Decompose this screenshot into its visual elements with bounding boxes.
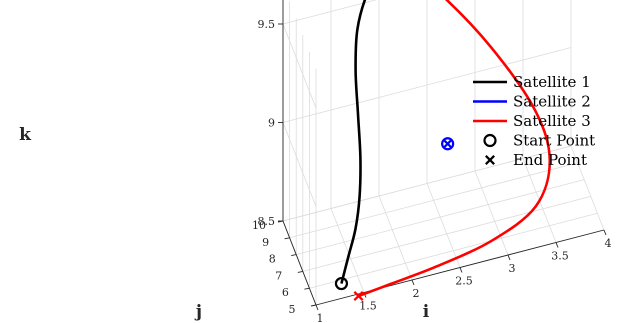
legend-label: Satellite 3 <box>513 112 591 130</box>
grid-line <box>474 170 509 256</box>
legend-item: Satellite 3 <box>473 112 591 130</box>
x-tick-label: 3 <box>509 262 516 275</box>
legend-item: End Point <box>485 151 587 169</box>
y-tick-label: 7 <box>275 269 282 282</box>
axis-labels: i j k <box>19 125 430 322</box>
legend-label: Satellite 2 <box>513 93 591 111</box>
y-tick-label: 10 <box>252 219 266 232</box>
legend-label: End Point <box>513 151 587 169</box>
grid-line <box>330 208 365 293</box>
x-axis-label: i <box>423 302 430 322</box>
y-axis-label: j <box>194 302 202 322</box>
x-tick-label: 2.5 <box>455 275 473 288</box>
series-line-3 <box>358 0 552 298</box>
grid-line <box>289 162 578 239</box>
y-tick-mark <box>291 254 297 257</box>
legend-label: Satellite 1 <box>513 73 591 91</box>
start-point-marker-2 <box>441 137 455 151</box>
x-tick-label: 2 <box>413 287 420 300</box>
y-axis-line <box>282 220 317 306</box>
y-tick-label: 8 <box>269 253 276 266</box>
legend-label: Start Point <box>513 132 595 150</box>
x-tick-mark <box>603 229 607 236</box>
grid-line <box>570 145 605 231</box>
y-tick-label: 6 <box>282 286 289 299</box>
grid-line <box>426 183 461 268</box>
x-tick-label: 3.5 <box>551 250 569 263</box>
grid-line <box>378 195 413 281</box>
grid-line <box>282 23 317 109</box>
y-tick-mark <box>284 237 290 240</box>
z-tick-label: 9 <box>268 117 275 130</box>
x-tick-mark <box>315 304 319 311</box>
x-tick-mark <box>555 242 559 248</box>
series-line-1 <box>340 0 367 284</box>
x-tick-mark <box>411 279 415 286</box>
end-point-marker-2 <box>442 138 453 149</box>
grid-line <box>302 196 591 272</box>
series <box>334 0 552 301</box>
legend-item: Start Point <box>483 132 595 150</box>
legend-item: Satellite 1 <box>473 73 591 91</box>
y-tick-label: 5 <box>289 303 296 316</box>
legend-item: Satellite 2 <box>473 93 591 111</box>
y-tick-label: 9 <box>262 236 269 249</box>
grid-line <box>282 0 377 25</box>
legend-circle-swatch <box>483 133 497 148</box>
start-point-marker-1 <box>334 276 349 291</box>
end-point-marker-3 <box>353 291 364 301</box>
z-axis-label: k <box>19 125 32 145</box>
y-tick-mark <box>310 304 317 307</box>
legend-cross-swatch <box>485 155 495 165</box>
grid-line <box>282 145 572 222</box>
x-tick-label: 1 <box>317 312 324 323</box>
grid-line <box>282 47 572 123</box>
x-tick-mark <box>507 254 511 261</box>
grid-line <box>282 122 317 207</box>
x-tick-mark <box>459 267 463 273</box>
grid-line <box>309 212 598 289</box>
grid-line <box>296 179 585 255</box>
y-tick-mark <box>297 270 303 273</box>
x-tick-label: 1.5 <box>359 300 377 313</box>
y-tick-mark <box>304 287 310 290</box>
z-tick-label: 8.5 <box>258 215 276 228</box>
x-tick-label: 4 <box>605 237 612 250</box>
z-tick-label: 9.5 <box>258 18 276 31</box>
